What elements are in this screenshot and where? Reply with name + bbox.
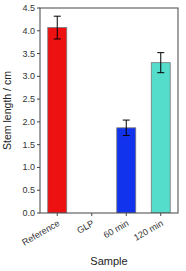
error-cap (123, 135, 130, 136)
x-tick-label: 120 min (132, 218, 165, 243)
y-tick-label: 4.5 (22, 3, 35, 13)
y-tick-label: 0.5 (22, 185, 35, 195)
x-tick (57, 213, 58, 216)
error-cap (157, 72, 164, 73)
y-tick-label: 2.5 (22, 94, 35, 104)
error-line (57, 16, 58, 39)
x-tick-label: 60 min (102, 218, 130, 240)
x-axis: Reference GLP 60 min120 min (20, 213, 164, 247)
x-tick (160, 213, 161, 216)
error-line (126, 120, 127, 135)
y-tick-label: 3.0 (22, 71, 35, 81)
error-cap (54, 16, 61, 17)
x-tick-label: Reference (20, 218, 61, 247)
error-bar (123, 120, 130, 135)
y-tick-label: 1.5 (22, 140, 35, 150)
bars (48, 16, 170, 213)
x-tick (91, 213, 92, 216)
y-tick-label: 1.0 (22, 162, 35, 172)
y-axis: 0.0 0.5 1.0 1.5 2.0 2.5 3.0 3.5 4.0 4.5 (22, 3, 40, 218)
x-tick-label: GLP (75, 218, 96, 236)
y-tick-label: 4.0 (22, 26, 35, 36)
error-line (160, 53, 161, 73)
x-tick (126, 213, 127, 216)
bar (151, 63, 170, 213)
bar (48, 28, 67, 213)
y-tick-label: 2.0 (22, 117, 35, 127)
chart: 0.0 0.5 1.0 1.5 2.0 2.5 3.0 3.5 4.0 4.5 Reference G… (0, 0, 186, 271)
plot-frame (40, 8, 178, 213)
y-tick-label: 3.5 (22, 49, 35, 59)
y-axis-label: Stem length / cm (1, 71, 13, 150)
error-cap (54, 38, 61, 39)
error-bar (54, 16, 61, 39)
y-tick-label: 0.0 (22, 208, 35, 218)
error-cap (157, 52, 164, 53)
bar (117, 128, 136, 213)
x-axis-label: Sample (90, 255, 127, 267)
error-cap (123, 120, 130, 121)
error-bar (157, 53, 164, 73)
